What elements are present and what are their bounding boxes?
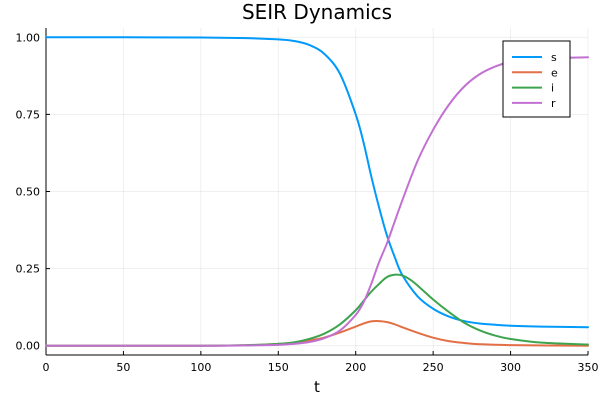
y-tick-label: 0.50	[16, 186, 41, 199]
x-tick-label: 300	[500, 361, 521, 374]
series-line-r	[45, 56, 589, 347]
legend-box	[502, 40, 571, 118]
y-tick-label: 0.75	[16, 108, 41, 121]
y-tick-label: 1.00	[16, 31, 41, 44]
x-tick-label: 200	[345, 361, 366, 374]
x-tick-label: 150	[268, 361, 289, 374]
x-tick-label: 250	[423, 361, 444, 374]
series-line-i	[45, 273, 589, 347]
x-axis-label: t	[314, 378, 320, 396]
legend-label-s: s	[551, 51, 557, 64]
legend-label-i: i	[551, 82, 554, 95]
legend-label-r: r	[551, 97, 556, 110]
x-tick-label: 0	[43, 361, 50, 374]
ticks-layer: 0 50 100 150 200 250 300 350 0.00 0.25 0.50 0.75 1.0…	[16, 31, 599, 374]
grid-layer	[45, 28, 589, 355]
chart-title: SEIR Dynamics	[242, 0, 392, 24]
x-tick-label: 50	[116, 361, 130, 374]
legend-label-e: e	[551, 66, 558, 79]
series-line-s	[45, 36, 589, 329]
y-tick-label: 0.25	[16, 263, 41, 276]
x-tick-label: 100	[190, 361, 211, 374]
series-layer	[45, 36, 589, 347]
x-tick-label: 350	[578, 361, 599, 374]
y-tick-label: 0.00	[16, 340, 41, 353]
